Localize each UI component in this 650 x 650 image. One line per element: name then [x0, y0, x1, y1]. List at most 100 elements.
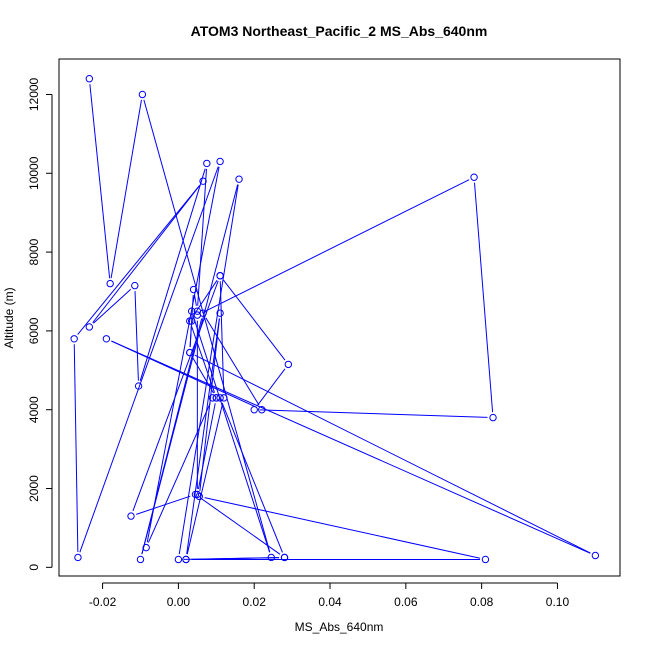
x-tick-label: 0.02 — [243, 595, 267, 609]
series-segment — [473, 182, 494, 413]
series-segment — [221, 402, 283, 553]
series-points — [70, 75, 600, 564]
series-segment — [204, 497, 481, 559]
data-point — [142, 543, 150, 552]
data-point — [250, 406, 258, 414]
data-point — [85, 323, 94, 331]
data-point — [174, 555, 183, 564]
x-tick-label: 0.08 — [470, 595, 494, 609]
data-point — [186, 348, 194, 357]
data-point — [489, 413, 497, 422]
data-point — [85, 75, 94, 83]
data-point — [591, 551, 600, 560]
series-lines — [73, 84, 591, 560]
series-segment — [92, 185, 201, 323]
series-segment — [186, 403, 224, 555]
chart-title: ATOM3 Northeast_Pacific_2 MS_Abs_640nm — [191, 23, 488, 39]
series-segment — [73, 344, 79, 552]
data-point — [138, 90, 147, 99]
series-segment — [79, 166, 219, 553]
x-tick-label: 0.04 — [318, 595, 342, 609]
series-segment — [136, 495, 191, 515]
series-segment — [147, 402, 211, 543]
series-segment — [257, 368, 286, 406]
y-tick-label: 0 — [27, 564, 41, 571]
series-segment — [93, 288, 132, 324]
series-segment — [259, 409, 488, 418]
series-segment — [219, 281, 225, 393]
x-axis-label: MS_Abs_640nm — [295, 620, 384, 634]
series-segment — [199, 318, 220, 491]
plot-frame — [58, 58, 621, 577]
data-point — [187, 317, 196, 325]
series-segment — [192, 280, 218, 317]
data-point — [216, 309, 224, 317]
data-point — [267, 553, 275, 562]
series-segment — [89, 84, 111, 279]
series-segment — [141, 318, 203, 555]
data-point — [235, 175, 243, 183]
data-point — [216, 394, 224, 402]
series-segment — [146, 166, 220, 543]
x-tick-label: 0.10 — [546, 595, 570, 609]
data-point — [199, 177, 207, 185]
series-segment — [199, 497, 281, 555]
series-segment — [205, 317, 260, 406]
y-axis: 0 2000 4000 6000 8000 10000 12000 — [27, 77, 53, 571]
data-point — [193, 490, 202, 499]
data-point — [191, 490, 200, 499]
data-point — [216, 272, 224, 280]
y-tick-label: 4000 — [27, 396, 41, 423]
series-segment — [111, 340, 591, 554]
series-segment — [143, 99, 271, 553]
y-axis-label: Altitude (m) — [2, 287, 16, 348]
data-point — [212, 394, 221, 402]
y-tick-label: 6000 — [27, 317, 41, 344]
x-tick-label: -0.02 — [89, 595, 117, 609]
data-point — [470, 173, 478, 181]
series-segment — [132, 280, 219, 512]
series-segment — [197, 168, 207, 306]
series-segment — [197, 403, 216, 490]
x-axis: -0.02 0.00 0.02 0.04 0.06 0.08 0.10 — [89, 582, 570, 609]
data-point — [258, 406, 266, 414]
series-segment — [134, 291, 139, 381]
series-segment — [77, 185, 200, 335]
x-tick-label: 0.00 — [167, 595, 191, 609]
data-point — [220, 394, 228, 402]
series-segment — [223, 279, 286, 361]
data-point — [187, 307, 196, 315]
x-tick-label: 0.06 — [394, 595, 418, 609]
data-point — [106, 279, 114, 288]
series-segment — [186, 318, 220, 555]
series-segment — [192, 316, 271, 553]
data-point — [216, 157, 224, 166]
series-segment — [139, 168, 206, 381]
y-tick-label: 12000 — [27, 77, 41, 111]
data-point — [280, 553, 289, 562]
data-point — [193, 311, 202, 319]
y-tick-label: 8000 — [27, 238, 41, 265]
data-point — [203, 159, 211, 168]
data-point — [74, 553, 82, 562]
data-point — [136, 555, 145, 564]
series-segment — [110, 99, 142, 279]
series-segment — [178, 184, 239, 555]
data-point — [195, 492, 203, 501]
series-segment — [202, 179, 470, 314]
series-segment — [194, 294, 197, 306]
data-point — [284, 360, 293, 369]
data-point — [208, 394, 217, 402]
data-point — [186, 317, 194, 325]
data-point — [481, 555, 490, 564]
data-point — [127, 512, 135, 520]
data-point — [182, 555, 190, 564]
data-point — [131, 281, 139, 290]
y-tick-label: 10000 — [27, 156, 41, 190]
y-tick-label: 2000 — [27, 475, 41, 502]
data-point — [189, 285, 198, 294]
data-point — [70, 335, 78, 343]
data-point — [102, 335, 111, 343]
series-segment — [194, 354, 591, 554]
